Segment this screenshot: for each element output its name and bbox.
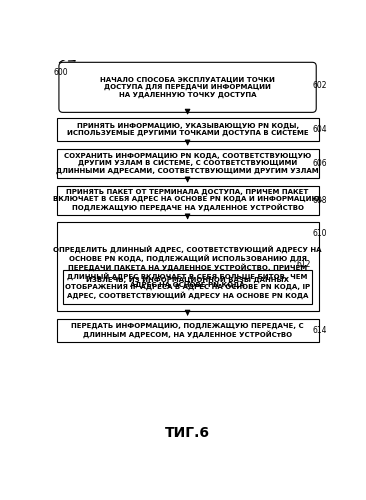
FancyBboxPatch shape [57,186,318,215]
Text: ПРИНЯТЬ ИНФОРМАЦИЮ, УКАЗЫВАЮЩУЮ PN КОДЫ,
ИСПОЛЬЗУЕМЫЕ ДРУГИМИ ТОЧКАМИ ДОСТУПА В : ПРИНЯТЬ ИНФОРМАЦИЮ, УКАЗЫВАЮЩУЮ PN КОДЫ,… [67,122,309,136]
FancyArrowPatch shape [59,55,75,62]
FancyBboxPatch shape [57,148,318,178]
Text: 602: 602 [313,80,327,90]
Text: ПРИНЯТЬ ПАКЕТ ОТ ТЕРМИНАЛА ДОСТУПА, ПРИЧЕМ ПАКЕТ
ВКЛЮЧАЕТ В СЕБЯ АДРЕС НА ОСНОВЕ: ПРИНЯТЬ ПАКЕТ ОТ ТЕРМИНАЛА ДОСТУПА, ПРИЧ… [53,189,322,212]
Text: 614: 614 [313,326,327,335]
Text: СОХРАНИТЬ ИНФОРМАЦИЮ PN КОДА, СООТВЕТСТВУЮЩУЮ
ДРУГИМ УЗЛАМ В СИСТЕМЕ, С СООТВЕТС: СОХРАНИТЬ ИНФОРМАЦИЮ PN КОДА, СООТВЕТСТВ… [56,153,319,174]
FancyBboxPatch shape [63,270,312,304]
Text: ИЗВЛЕЧЬ, ИЗ ИНФОРМАЦИОННОЙ БАЗЫ ДАННЫХ
ОТОБРАЖЕНИЯ IP АДРЕСА В АДРЕС НА ОСНОВЕ P: ИЗВЛЕЧЬ, ИЗ ИНФОРМАЦИОННОЙ БАЗЫ ДАННЫХ О… [65,275,310,299]
FancyBboxPatch shape [57,118,318,141]
FancyBboxPatch shape [57,318,318,342]
FancyBboxPatch shape [59,62,316,112]
Text: ΤИГ.6: ΤИГ.6 [165,426,210,440]
Text: 606: 606 [313,158,327,168]
Text: НАЧАЛО СПОСОБА ЭКСПЛУАТАЦИИ ТОЧКИ
ДОСТУПА ДЛЯ ПЕРЕДАЧИ ИНФОРМАЦИИ
НА УДАЛЕННУЮ Т: НАЧАЛО СПОСОБА ЭКСПЛУАТАЦИИ ТОЧКИ ДОСТУП… [100,77,275,98]
Text: 612: 612 [296,260,311,268]
FancyBboxPatch shape [57,222,318,311]
Text: 600: 600 [53,68,68,76]
Text: 608: 608 [313,196,327,204]
Text: ПЕРЕДАТЬ ИНФОРМАЦИЮ, ПОДЛЕЖАЩУЮ ПЕРЕДАЧЕ, С
ДЛИННЫМ АДРЕСОМ, НА УДАЛЕННОЕ УСТРОЙ: ПЕРЕДАТЬ ИНФОРМАЦИЮ, ПОДЛЕЖАЩУЮ ПЕРЕДАЧЕ… [71,322,304,338]
Text: 610: 610 [313,228,327,237]
Text: 604: 604 [313,125,327,134]
Text: ОПРЕДЕЛИТЬ ДЛИННЫЙ АДРЕС, СООТВЕТСТВУЮЩИЙ АДРЕСУ НА
ОСНОВЕ PN КОДА, ПОДЛЕЖАЩИЙ И: ОПРЕДЕЛИТЬ ДЛИННЫЙ АДРЕС, СООТВЕТСТВУЮЩИ… [53,246,322,288]
